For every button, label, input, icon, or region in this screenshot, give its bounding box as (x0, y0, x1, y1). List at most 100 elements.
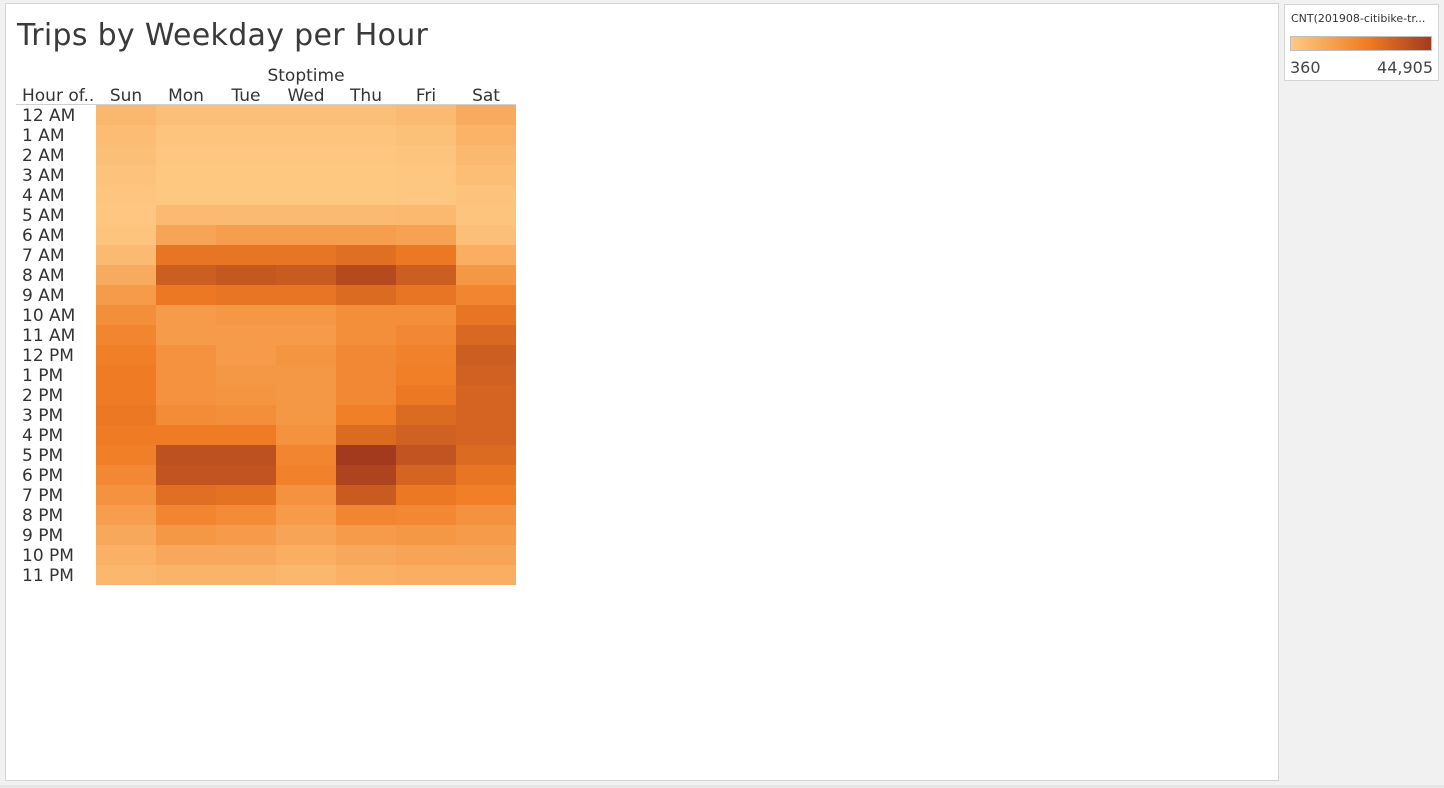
heatmap-cell[interactable] (96, 405, 156, 425)
heatmap-cell[interactable] (396, 385, 456, 405)
heatmap-cell[interactable] (396, 225, 456, 245)
heatmap-cell[interactable] (336, 545, 396, 565)
heatmap-cell[interactable] (396, 265, 456, 285)
heatmap-cell[interactable] (336, 165, 396, 185)
heatmap-cell[interactable] (156, 105, 216, 125)
heatmap-cell[interactable] (336, 425, 396, 445)
heatmap-cell[interactable] (216, 545, 276, 565)
heatmap-cell[interactable] (156, 245, 216, 265)
heatmap-cell[interactable] (156, 445, 216, 465)
heatmap-cell[interactable] (216, 525, 276, 545)
heatmap-cell[interactable] (216, 385, 276, 405)
heatmap-cell[interactable] (276, 385, 336, 405)
heatmap-cell[interactable] (156, 185, 216, 205)
heatmap-cell[interactable] (96, 145, 156, 165)
heatmap-cell[interactable] (276, 105, 336, 125)
heatmap-cell[interactable] (456, 365, 516, 385)
heatmap-cell[interactable] (96, 165, 156, 185)
heatmap-cell[interactable] (276, 245, 336, 265)
color-legend[interactable]: CNT(201908-citibike-tr... 360 44,905 (1284, 4, 1439, 81)
heatmap-cell[interactable] (156, 265, 216, 285)
heatmap-cell[interactable] (336, 525, 396, 545)
heatmap-cell[interactable] (276, 265, 336, 285)
heatmap-cell[interactable] (456, 445, 516, 465)
heatmap-cell[interactable] (216, 145, 276, 165)
heatmap-cell[interactable] (156, 465, 216, 485)
heatmap-cell[interactable] (276, 465, 336, 485)
heatmap-cell[interactable] (336, 185, 396, 205)
heatmap-cell[interactable] (396, 145, 456, 165)
heatmap-cell[interactable] (216, 345, 276, 365)
heatmap-cell[interactable] (96, 225, 156, 245)
heatmap-cell[interactable] (96, 365, 156, 385)
heatmap-cell[interactable] (456, 165, 516, 185)
heatmap-cell[interactable] (336, 305, 396, 325)
heatmap-cell[interactable] (456, 245, 516, 265)
heatmap-cell[interactable] (396, 205, 456, 225)
heatmap-cell[interactable] (276, 565, 336, 585)
heatmap-cell[interactable] (216, 225, 276, 245)
heatmap-cell[interactable] (396, 245, 456, 265)
heatmap-cell[interactable] (396, 465, 456, 485)
heatmap-cell[interactable] (156, 485, 216, 505)
heatmap-cell[interactable] (276, 485, 336, 505)
heatmap-cell[interactable] (336, 265, 396, 285)
heatmap-cell[interactable] (336, 285, 396, 305)
heatmap-cell[interactable] (156, 205, 216, 225)
heatmap-cell[interactable] (396, 545, 456, 565)
heatmap-cell[interactable] (276, 405, 336, 425)
heatmap-cell[interactable] (336, 465, 396, 485)
heatmap-cell[interactable] (396, 505, 456, 525)
heatmap-cell[interactable] (456, 225, 516, 245)
heatmap-cell[interactable] (396, 165, 456, 185)
heatmap-cell[interactable] (96, 525, 156, 545)
heatmap-cell[interactable] (156, 405, 216, 425)
heatmap-cell[interactable] (396, 445, 456, 465)
heatmap-cell[interactable] (336, 145, 396, 165)
heatmap-cell[interactable] (156, 345, 216, 365)
heatmap-cell[interactable] (456, 125, 516, 145)
heatmap-cell[interactable] (216, 285, 276, 305)
heatmap-cell[interactable] (96, 305, 156, 325)
heatmap-cell[interactable] (276, 325, 336, 345)
heatmap-cell[interactable] (216, 445, 276, 465)
heatmap-cell[interactable] (216, 365, 276, 385)
heatmap-cell[interactable] (336, 345, 396, 365)
heatmap-cell[interactable] (216, 405, 276, 425)
heatmap-cell[interactable] (396, 125, 456, 145)
heatmap-cell[interactable] (456, 565, 516, 585)
heatmap-cell[interactable] (96, 545, 156, 565)
heatmap-cell[interactable] (276, 225, 336, 245)
heatmap-cell[interactable] (156, 225, 216, 245)
heatmap-cell[interactable] (216, 505, 276, 525)
heatmap-cell[interactable] (456, 185, 516, 205)
heatmap-cell[interactable] (276, 145, 336, 165)
heatmap-cell[interactable] (276, 305, 336, 325)
heatmap-cell[interactable] (216, 485, 276, 505)
heatmap-cell[interactable] (456, 205, 516, 225)
heatmap-cell[interactable] (276, 365, 336, 385)
heatmap-cell[interactable] (216, 465, 276, 485)
heatmap-cell[interactable] (156, 505, 216, 525)
heatmap-cell[interactable] (336, 485, 396, 505)
heatmap-cell[interactable] (456, 505, 516, 525)
heatmap-cell[interactable] (396, 565, 456, 585)
heatmap-cell[interactable] (96, 445, 156, 465)
heatmap-cell[interactable] (396, 285, 456, 305)
heatmap-cell[interactable] (396, 485, 456, 505)
heatmap-cell[interactable] (336, 405, 396, 425)
heatmap-cell[interactable] (456, 385, 516, 405)
heatmap-cell[interactable] (216, 245, 276, 265)
heatmap-cell[interactable] (336, 225, 396, 245)
heatmap-cell[interactable] (456, 105, 516, 125)
heatmap-cell[interactable] (456, 285, 516, 305)
heatmap-cell[interactable] (156, 525, 216, 545)
heatmap-cell[interactable] (396, 345, 456, 365)
heatmap-cell[interactable] (456, 465, 516, 485)
heatmap-cell[interactable] (276, 345, 336, 365)
heatmap-cell[interactable] (156, 125, 216, 145)
heatmap-cell[interactable] (276, 445, 336, 465)
heatmap-cell[interactable] (96, 565, 156, 585)
heatmap-cell[interactable] (96, 505, 156, 525)
heatmap-cell[interactable] (156, 305, 216, 325)
